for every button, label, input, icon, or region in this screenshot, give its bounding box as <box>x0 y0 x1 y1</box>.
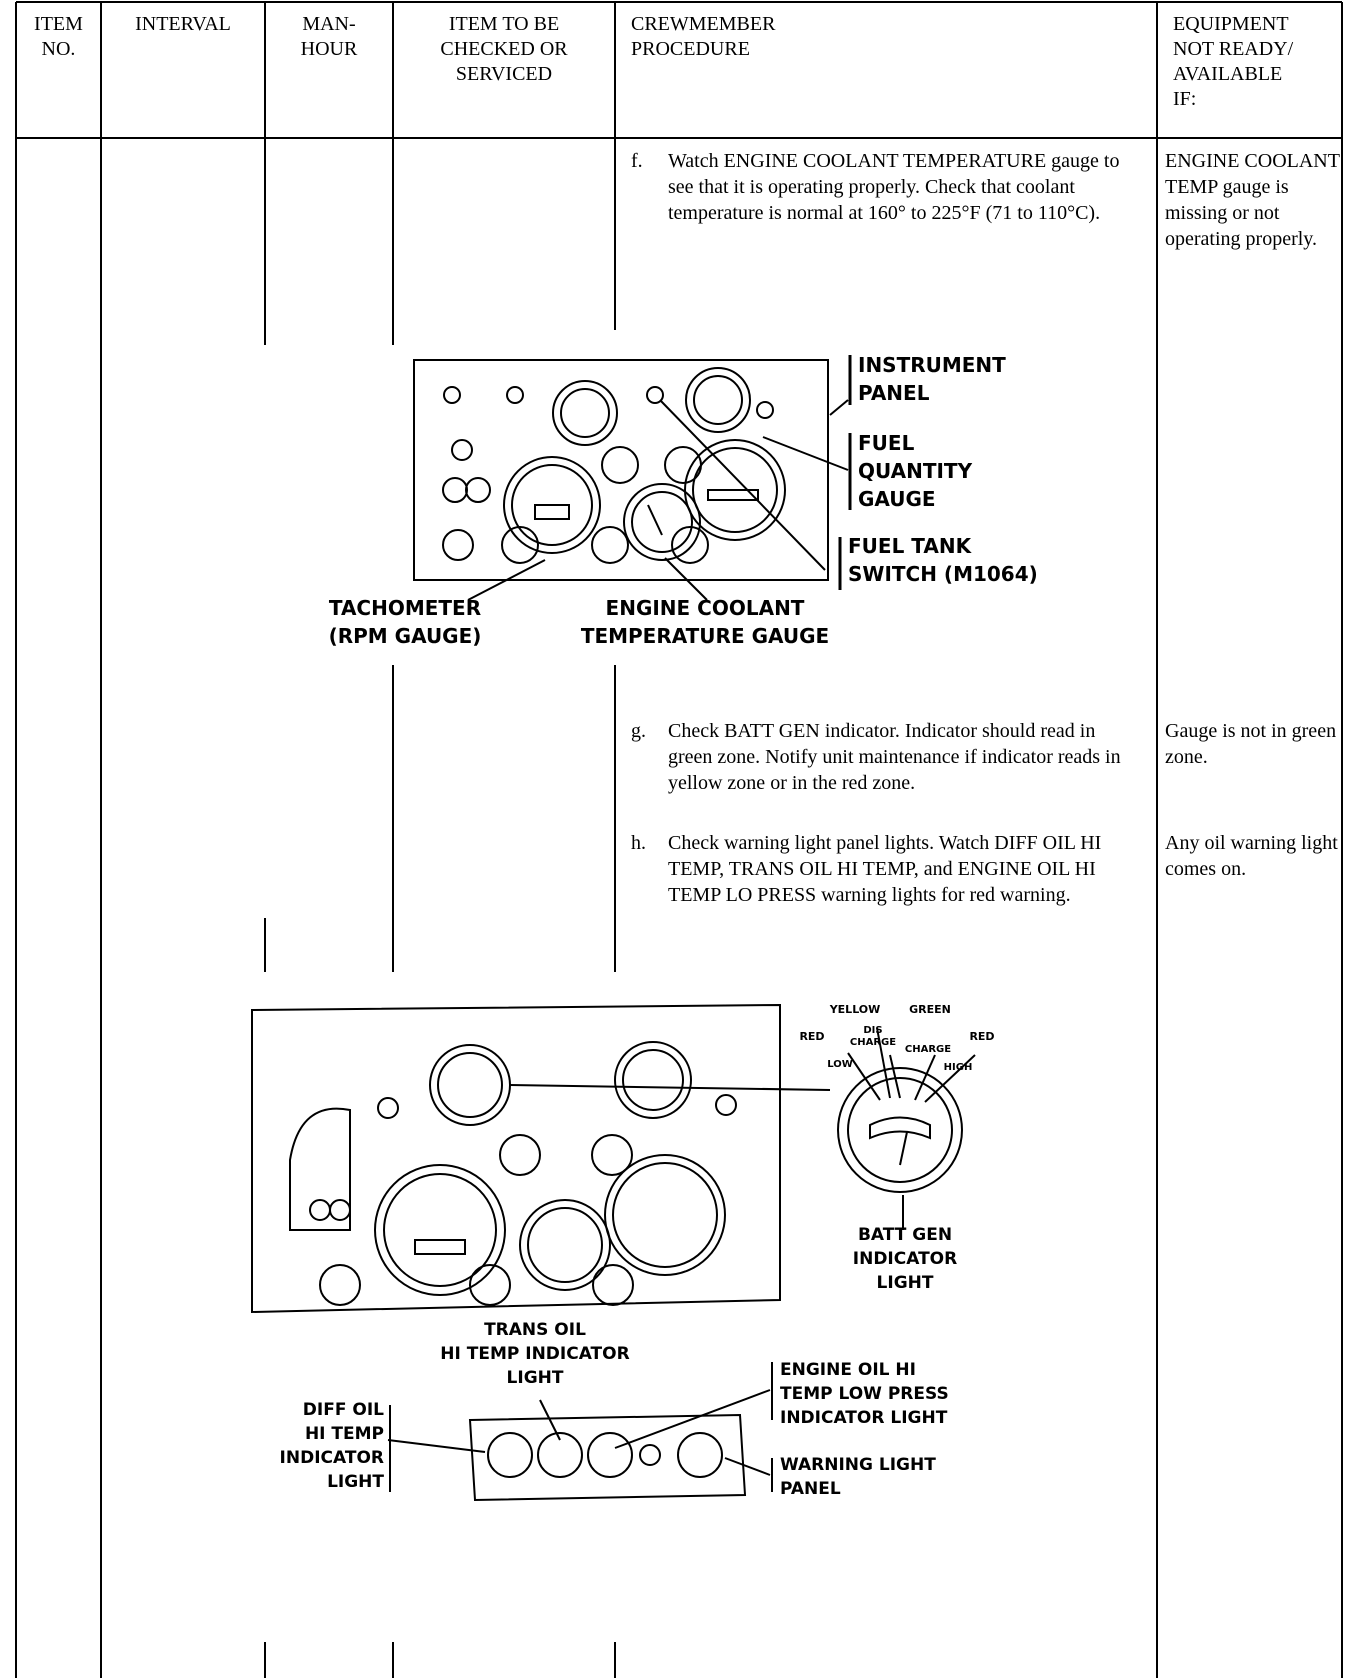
figure-label: GAUGE <box>858 487 936 511</box>
figure-label: CHARGE <box>905 1044 951 1055</box>
label-bars <box>389 1362 773 1492</box>
figure-label: HI TEMP <box>305 1424 384 1444</box>
header-cell-line: NO. <box>41 38 76 60</box>
figure-label: ENGINE OIL HI <box>780 1360 916 1380</box>
figure-label: LOW <box>827 1059 853 1070</box>
header-cell-line: IF: <box>1173 88 1197 110</box>
not-ready-text: Any oil warning light comes on. <box>1165 832 1338 880</box>
header-cell-line: MAN- <box>302 13 356 35</box>
figure-label: (RPM GAUGE) <box>329 624 482 648</box>
figure-label: LIGHT <box>507 1368 564 1388</box>
figure-label: INDICATOR <box>853 1249 957 1269</box>
figure-label: LIGHT <box>877 1273 934 1293</box>
figure-label: INDICATOR LIGHT <box>780 1408 948 1428</box>
header-cell-line: EQUIPMENT <box>1173 13 1289 35</box>
not-ready-text: Gauge is not in green zone. <box>1165 720 1337 768</box>
procedure-text: Check warning light panel lights. Watch … <box>668 832 1102 906</box>
header-cell-line: PROCEDURE <box>631 38 750 60</box>
dashboard-figure <box>251 1003 976 1502</box>
figure-label: FUEL TANK <box>848 534 973 558</box>
figure-label: DIS <box>863 1025 882 1036</box>
step-letter: h. <box>631 832 646 854</box>
header-cell-line: ITEM <box>34 13 83 35</box>
figure-label: PANEL <box>780 1479 841 1499</box>
header-cell-line: AVAILABLE <box>1173 63 1283 85</box>
header-cell-line: CREWMEMBER <box>631 13 776 35</box>
figure-label: INDICATOR <box>280 1448 384 1468</box>
figure-label: GREEN <box>909 1003 951 1016</box>
label-bars <box>838 355 852 590</box>
figure-label: HIGH <box>944 1062 973 1073</box>
figure-label: CHARGE <box>850 1037 896 1048</box>
figure-label: INSTRUMENT <box>858 353 1006 377</box>
header-cell-line: INTERVAL <box>135 13 231 35</box>
figure-label: TEMP LOW PRESS <box>780 1384 949 1404</box>
table-rules <box>15 1 1343 1678</box>
header-cell-line: HOUR <box>300 38 358 60</box>
header-cell-line: ITEM TO BE <box>448 13 560 35</box>
figure-label: WARNING LIGHT <box>780 1455 936 1475</box>
procedure-text: Check BATT GEN indicator. Indicator shou… <box>668 720 1121 794</box>
figure-label: RED <box>799 1030 824 1043</box>
figure-label: TRANS OIL <box>484 1320 586 1340</box>
figure-label: LIGHT <box>327 1472 384 1492</box>
figure-label: TEMPERATURE GAUGE <box>581 624 829 648</box>
procedure-text: Watch ENGINE COOLANT TEMPERATURE gauge t… <box>668 150 1120 224</box>
header-cell-line: SERVICED <box>455 63 553 85</box>
figure-label: BATT GEN <box>858 1225 952 1245</box>
step-letter: f. <box>631 150 643 172</box>
figure-label: ENGINE COOLANT <box>606 596 805 620</box>
figure-label: FUEL <box>858 431 915 455</box>
step-letter: g. <box>631 720 646 742</box>
figure-label: PANEL <box>858 381 930 405</box>
figure-label: YELLOW <box>829 1003 881 1016</box>
figure-label: RED <box>969 1030 994 1043</box>
not-ready-text: ENGINE COOLANT TEMP gauge is missing or … <box>1165 150 1340 250</box>
figure-label: DIFF OIL <box>303 1400 384 1420</box>
figure-label: QUANTITY <box>858 459 973 483</box>
figure-label: SWITCH (M1064) <box>848 562 1038 586</box>
header-cell-line: NOT READY/ <box>1173 38 1294 60</box>
header-cell-line: CHECKED OR <box>440 38 568 60</box>
instrument-panel-figure <box>413 359 849 601</box>
figure-label: TACHOMETER <box>329 596 481 620</box>
figure-label: HI TEMP INDICATOR <box>440 1344 629 1364</box>
